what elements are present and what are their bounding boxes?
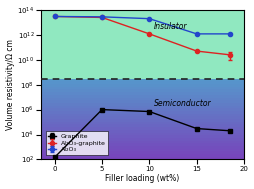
Bar bbox=[41, 149, 244, 151]
Bar bbox=[41, 127, 244, 130]
Bar bbox=[41, 79, 244, 81]
Bar bbox=[41, 114, 244, 116]
Bar bbox=[41, 154, 244, 157]
Bar bbox=[41, 108, 244, 111]
Bar bbox=[41, 138, 244, 141]
Bar bbox=[41, 84, 244, 87]
Bar bbox=[41, 135, 244, 138]
Bar bbox=[41, 146, 244, 149]
Bar bbox=[41, 81, 244, 84]
Bar bbox=[41, 100, 244, 103]
Text: Semiconductor: Semiconductor bbox=[154, 99, 212, 108]
Bar bbox=[41, 157, 244, 159]
Legend: Graphite, Al₂O₃-graphite, Al₂O₃: Graphite, Al₂O₃-graphite, Al₂O₃ bbox=[46, 131, 108, 155]
Y-axis label: Volume resistivity/Ω cm: Volume resistivity/Ω cm bbox=[6, 39, 14, 130]
Bar bbox=[41, 106, 244, 108]
Bar bbox=[41, 111, 244, 114]
Bar bbox=[41, 90, 244, 92]
X-axis label: Filler loading (wt%): Filler loading (wt%) bbox=[105, 174, 179, 184]
Bar bbox=[41, 95, 244, 98]
Bar bbox=[41, 0, 244, 79]
Bar bbox=[41, 132, 244, 135]
Bar bbox=[41, 79, 244, 184]
Bar bbox=[41, 98, 244, 100]
Bar bbox=[41, 92, 244, 95]
Bar bbox=[41, 122, 244, 125]
Bar bbox=[41, 151, 244, 154]
Bar bbox=[41, 141, 244, 143]
Bar bbox=[41, 130, 244, 132]
Bar bbox=[41, 143, 244, 146]
Bar bbox=[41, 119, 244, 122]
Bar bbox=[41, 116, 244, 119]
Bar bbox=[41, 125, 244, 127]
Bar bbox=[41, 103, 244, 106]
Bar bbox=[41, 87, 244, 90]
Text: Insulator: Insulator bbox=[154, 22, 188, 31]
